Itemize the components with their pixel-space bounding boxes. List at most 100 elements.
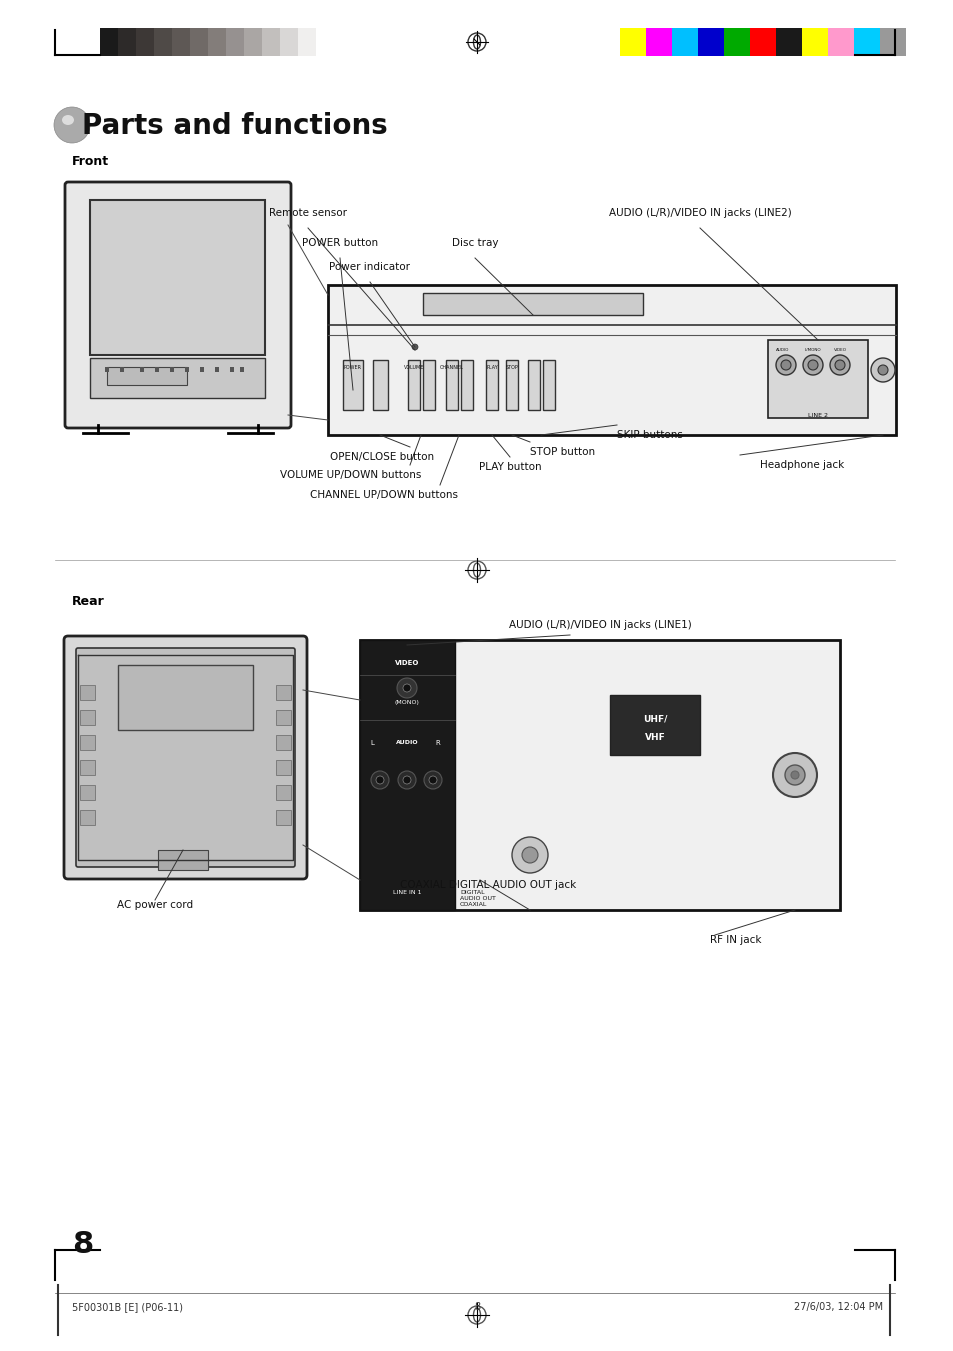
Text: 8: 8 xyxy=(474,1302,479,1312)
Bar xyxy=(343,359,363,409)
Bar xyxy=(827,28,853,55)
Bar xyxy=(460,359,473,409)
Bar xyxy=(275,785,291,800)
Bar xyxy=(226,28,244,55)
Circle shape xyxy=(790,771,799,780)
Bar xyxy=(105,367,109,372)
Circle shape xyxy=(371,771,389,789)
Bar xyxy=(775,28,801,55)
Bar xyxy=(118,665,253,730)
Text: AUDIO: AUDIO xyxy=(776,349,789,353)
Text: CHANNEL UP/DOWN buttons: CHANNEL UP/DOWN buttons xyxy=(310,490,457,500)
Circle shape xyxy=(834,359,844,370)
FancyBboxPatch shape xyxy=(65,182,291,428)
Text: VIDEO: VIDEO xyxy=(833,349,845,353)
Bar xyxy=(446,359,457,409)
Bar xyxy=(505,359,517,409)
Ellipse shape xyxy=(62,115,74,126)
Text: COAXIAL DIGITAL AUDIO OUT jack: COAXIAL DIGITAL AUDIO OUT jack xyxy=(399,880,576,890)
Bar xyxy=(542,359,555,409)
Text: Power indicator: Power indicator xyxy=(329,262,410,272)
Bar xyxy=(373,359,388,409)
Bar xyxy=(527,359,539,409)
Bar xyxy=(90,200,265,355)
Circle shape xyxy=(781,359,790,370)
Text: AUDIO (L/R)/VIDEO IN jacks (LINE2): AUDIO (L/R)/VIDEO IN jacks (LINE2) xyxy=(608,208,791,218)
Bar xyxy=(230,367,233,372)
Bar xyxy=(170,367,173,372)
Bar xyxy=(879,28,905,55)
Text: DIGITAL
AUDIO OUT
COAXIAL: DIGITAL AUDIO OUT COAXIAL xyxy=(459,890,496,907)
Bar xyxy=(609,694,700,755)
Bar xyxy=(275,711,291,725)
Circle shape xyxy=(512,838,547,873)
Text: CHANNEL: CHANNEL xyxy=(439,365,463,370)
Bar xyxy=(214,367,219,372)
Circle shape xyxy=(423,771,441,789)
Text: PLAY button: PLAY button xyxy=(478,462,540,471)
Circle shape xyxy=(784,765,804,785)
Text: 8: 8 xyxy=(71,1229,93,1259)
Bar xyxy=(107,367,187,385)
Bar xyxy=(297,28,315,55)
Text: OPEN/CLOSE button: OPEN/CLOSE button xyxy=(330,453,434,462)
Circle shape xyxy=(402,684,411,692)
Circle shape xyxy=(412,345,417,350)
Text: POWER: POWER xyxy=(344,365,361,370)
Bar xyxy=(408,359,419,409)
Circle shape xyxy=(521,847,537,863)
Text: 27/6/03, 12:04 PM: 27/6/03, 12:04 PM xyxy=(793,1302,882,1312)
Text: Disc tray: Disc tray xyxy=(452,238,497,249)
Circle shape xyxy=(397,771,416,789)
Bar xyxy=(80,761,95,775)
Bar xyxy=(185,367,189,372)
Bar xyxy=(80,785,95,800)
Bar xyxy=(158,850,208,870)
Bar xyxy=(275,761,291,775)
Text: VOLUME UP/DOWN buttons: VOLUME UP/DOWN buttons xyxy=(280,470,421,480)
Text: STOP: STOP xyxy=(505,365,517,370)
FancyBboxPatch shape xyxy=(64,636,307,880)
Text: AUDIO: AUDIO xyxy=(395,740,417,744)
Bar xyxy=(118,28,136,55)
Bar xyxy=(172,28,190,55)
Bar xyxy=(359,640,455,911)
Text: AUDIO (L/R)/VIDEO IN jacks (LINE1): AUDIO (L/R)/VIDEO IN jacks (LINE1) xyxy=(508,620,691,630)
Bar xyxy=(749,28,775,55)
Bar xyxy=(422,293,642,315)
Bar xyxy=(767,340,867,417)
Bar xyxy=(619,28,645,55)
Bar xyxy=(140,367,144,372)
Bar xyxy=(422,359,435,409)
Circle shape xyxy=(396,678,416,698)
Bar xyxy=(208,28,226,55)
Bar xyxy=(280,28,297,55)
Bar xyxy=(200,367,204,372)
Text: Rear: Rear xyxy=(71,594,105,608)
Bar xyxy=(645,28,671,55)
Bar xyxy=(275,811,291,825)
Text: 5F00301B [E] (P06-11): 5F00301B [E] (P06-11) xyxy=(71,1302,183,1312)
Text: Headphone jack: Headphone jack xyxy=(760,459,843,470)
Circle shape xyxy=(402,775,411,784)
Text: VIDEO: VIDEO xyxy=(395,661,418,666)
Text: Front: Front xyxy=(71,155,109,168)
Bar xyxy=(328,285,895,435)
Circle shape xyxy=(375,775,384,784)
Bar xyxy=(698,28,723,55)
Bar xyxy=(275,735,291,750)
Bar xyxy=(154,367,159,372)
Bar xyxy=(315,28,334,55)
Circle shape xyxy=(870,358,894,382)
Bar xyxy=(90,358,265,399)
Text: Remote sensor: Remote sensor xyxy=(269,208,347,218)
Circle shape xyxy=(877,365,887,376)
Bar xyxy=(80,811,95,825)
Bar xyxy=(80,711,95,725)
Text: RF IN jack: RF IN jack xyxy=(709,935,760,944)
Bar xyxy=(485,359,497,409)
Text: (MONO): (MONO) xyxy=(395,700,419,705)
FancyBboxPatch shape xyxy=(76,648,294,867)
Text: SKIP buttons: SKIP buttons xyxy=(617,430,682,440)
Bar xyxy=(100,28,118,55)
